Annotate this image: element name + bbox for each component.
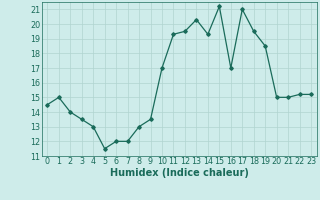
X-axis label: Humidex (Indice chaleur): Humidex (Indice chaleur) (110, 168, 249, 178)
